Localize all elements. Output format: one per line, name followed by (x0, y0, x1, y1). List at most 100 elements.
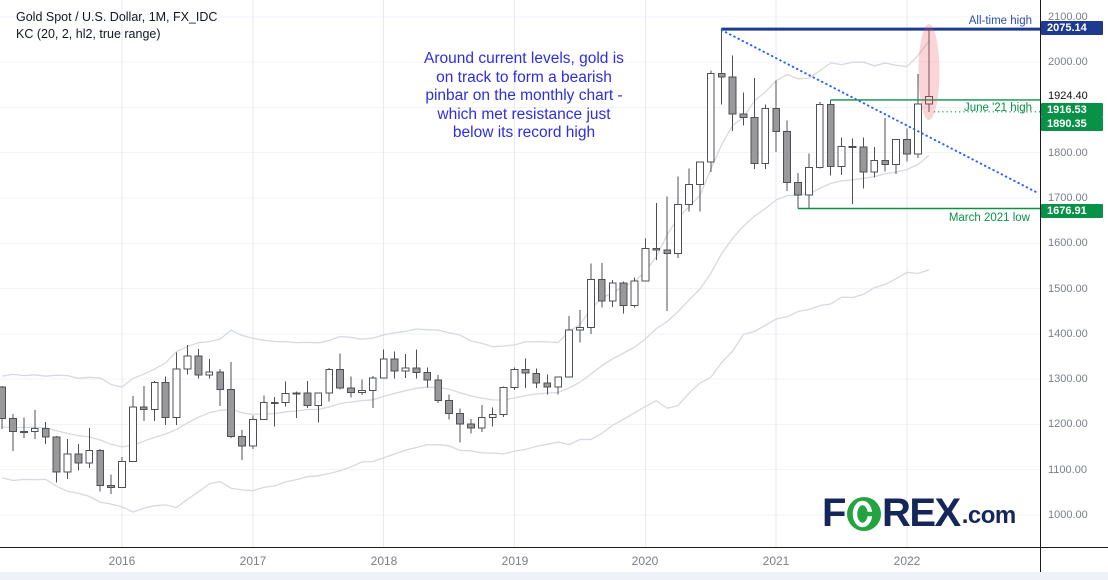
chart-canvas[interactable]: Gold Spot / U.S. Dollar, 1M, FX_IDC KC (… (0, 0, 1040, 547)
gridlines (0, 0, 1040, 547)
symbol-title[interactable]: Gold Spot / U.S. Dollar, 1M, FX_IDC (16, 10, 218, 24)
candle (674, 176, 683, 258)
candle (96, 448, 105, 492)
candle (717, 28, 726, 105)
candlestick-plot[interactable] (0, 0, 1040, 547)
candle (118, 457, 126, 488)
candle (783, 120, 792, 191)
candle (368, 376, 377, 409)
candle (194, 348, 203, 379)
candle (227, 361, 235, 438)
candle (412, 349, 421, 379)
price-tick-label: 1200.00 (1048, 418, 1088, 430)
annotation-text[interactable]: Around current levels, gold is on track … (424, 50, 624, 141)
candle (281, 381, 290, 407)
logo-dot-com: .com (961, 502, 1017, 529)
candle (608, 280, 617, 308)
candle (467, 419, 475, 434)
candle (499, 386, 508, 417)
price-tick-label: 1000.00 (1048, 509, 1088, 521)
last-price-label: 1924.40 (1041, 90, 1104, 103)
time-axis[interactable]: 2016 2017 2018 2019 2020 2021 2022 (0, 547, 1108, 573)
candle (597, 262, 606, 308)
candle (74, 443, 83, 471)
candle (259, 395, 268, 420)
year-label: 2016 (108, 554, 136, 568)
candle (554, 376, 563, 395)
candle (815, 102, 824, 169)
candle (870, 146, 879, 178)
price-line-badge: 2075.14 (1041, 21, 1103, 35)
candle (488, 407, 497, 427)
candle (728, 55, 737, 131)
year-label: 2020 (631, 554, 659, 568)
candle (434, 375, 443, 404)
candle (85, 428, 94, 468)
candle (314, 392, 323, 423)
candle (325, 367, 334, 402)
year-label: 2018 (370, 554, 398, 568)
year-label: 2017 (239, 554, 267, 568)
candle (129, 395, 137, 463)
candle (761, 104, 770, 169)
candle (107, 474, 115, 495)
candle (423, 367, 432, 388)
price-line-badge: 1890.35 (1041, 117, 1103, 131)
candle (63, 438, 72, 479)
candle (347, 376, 355, 398)
descending-trendline[interactable] (720, 29, 1039, 194)
price-tick-label: 2000.00 (1048, 56, 1088, 68)
candle (630, 277, 639, 308)
candle (292, 391, 301, 419)
candle (216, 369, 225, 406)
candle (706, 70, 715, 173)
indicator-title[interactable]: KC (20, 2, hl2, true range) (16, 27, 161, 41)
kc-lower-band (1, 269, 930, 513)
all-time-high-label[interactable]: All-time high (968, 15, 1032, 27)
candle (390, 351, 399, 379)
price-tick-label: 2100.00 (1048, 11, 1088, 23)
candle (30, 410, 39, 439)
candle (270, 396, 279, 427)
bottom-strip (0, 572, 1108, 580)
candle (521, 358, 530, 389)
candle (805, 153, 813, 209)
candle (696, 161, 704, 212)
candle (139, 386, 148, 421)
candle (379, 349, 388, 379)
price-tick-label: 1800.00 (1048, 147, 1088, 159)
candle (652, 203, 661, 260)
logo-letters-rex: REX (881, 491, 961, 535)
candle (456, 408, 464, 443)
candle (238, 429, 246, 460)
candle (532, 368, 541, 389)
march-2021-low-label[interactable]: March 2021 low (948, 212, 1030, 224)
price-tick-label: 1100.00 (1048, 464, 1087, 476)
candle (619, 281, 628, 314)
price-tick-label: 1700.00 (1048, 192, 1088, 204)
candle (543, 374, 552, 395)
candle (837, 137, 846, 175)
candle (161, 376, 170, 425)
candle (663, 196, 672, 311)
candle (641, 238, 650, 282)
candle (183, 345, 192, 375)
candle (358, 379, 366, 395)
candle (41, 422, 50, 444)
candle (772, 80, 781, 152)
candle (0, 386, 7, 429)
candle (739, 92, 748, 126)
year-label: 2021 (762, 554, 790, 568)
candle (249, 415, 257, 449)
candle (826, 99, 835, 176)
pinbar-highlight-ellipse[interactable] (918, 24, 940, 120)
price-tick-label: 1500.00 (1048, 283, 1088, 295)
price-axis[interactable]: 1000.00 1100.00 1200.00 1300.00 1400.00 1500.… (1040, 0, 1108, 547)
candles (0, 28, 933, 495)
price-line-badge: 1916.53 (1041, 103, 1103, 117)
candle (576, 309, 584, 343)
june-21-high-label[interactable]: June '21 high (963, 102, 1032, 114)
candle (477, 405, 486, 433)
candle (903, 128, 911, 162)
